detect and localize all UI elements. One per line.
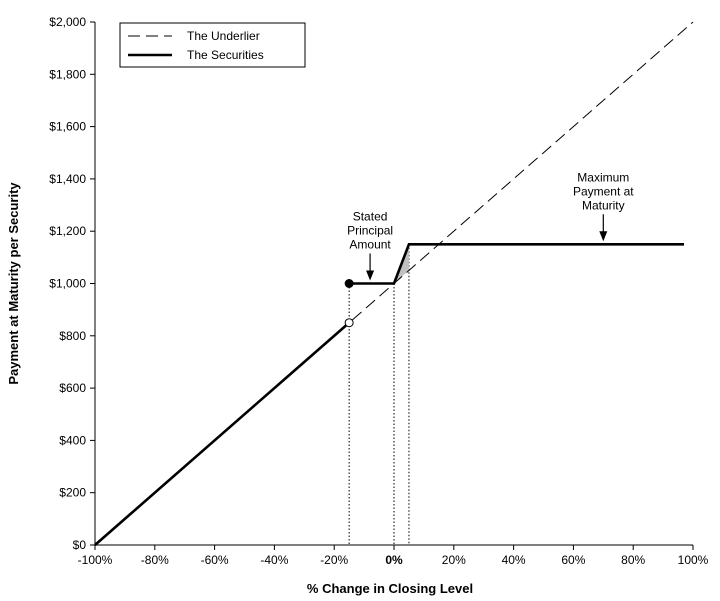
- y-tick-label: $1,000: [49, 277, 86, 291]
- x-tick-label: 40%: [502, 553, 526, 567]
- annotation-text: Maturity: [582, 198, 625, 212]
- legend: The Underlier The Securities: [119, 22, 306, 68]
- axes-layer: $0 $200 $400 $600 $800 $1,000 $1,200 $1,400 $1,6…: [6, 15, 709, 596]
- filled-marker: [344, 279, 354, 288]
- y-tick-label: $0: [73, 538, 87, 552]
- x-tick-label: -40%: [260, 553, 288, 567]
- reference-lines-layer: [348, 244, 410, 545]
- annotation-text: Stated: [353, 210, 388, 224]
- y-tick-label: $1,600: [49, 120, 86, 134]
- x-tick-label: 80%: [621, 553, 645, 567]
- marker-layer: [344, 279, 354, 328]
- y-axis-title: Payment at Maturity per Security: [6, 182, 21, 385]
- y-tick-label: $400: [59, 433, 86, 447]
- y-tick-label: $200: [59, 486, 86, 500]
- y-tick-label: $1,800: [49, 67, 86, 81]
- x-tick-label: 60%: [561, 553, 585, 567]
- annotation-arrow-head: [366, 270, 375, 281]
- annotation-text: Amount: [349, 238, 391, 252]
- y-tick-label: $2,000: [49, 15, 86, 29]
- series-securities-line: [349, 242, 685, 285]
- x-tick-label: 0%: [385, 553, 403, 567]
- x-tick-label: 20%: [442, 553, 466, 567]
- y-tick-label: $800: [59, 329, 86, 343]
- annotation-text: Principal: [347, 224, 393, 238]
- open-marker: [344, 318, 354, 328]
- legend-box: [119, 22, 306, 68]
- y-tick-label: $1,400: [49, 172, 86, 186]
- series-layer: [94, 21, 694, 546]
- legend-entry-label: The Underlier: [187, 29, 260, 43]
- x-tick-label: -60%: [201, 553, 229, 567]
- annotation-text: Maximum: [577, 170, 629, 184]
- x-axis-title: % Change in Closing Level: [307, 581, 473, 596]
- y-tick-label: $600: [59, 381, 86, 395]
- series-securities-line: [94, 321, 351, 546]
- annotation-text: Payment at: [573, 184, 634, 198]
- y-tick-label: $1,200: [49, 224, 86, 238]
- x-tick-label: -80%: [141, 553, 169, 567]
- x-tick-label: -20%: [320, 553, 348, 567]
- legend-entry-label: The Securities: [187, 48, 264, 62]
- annotation-arrow-head: [599, 231, 608, 242]
- x-tick-label: -100%: [78, 553, 113, 567]
- x-tick-label: 100%: [678, 553, 709, 567]
